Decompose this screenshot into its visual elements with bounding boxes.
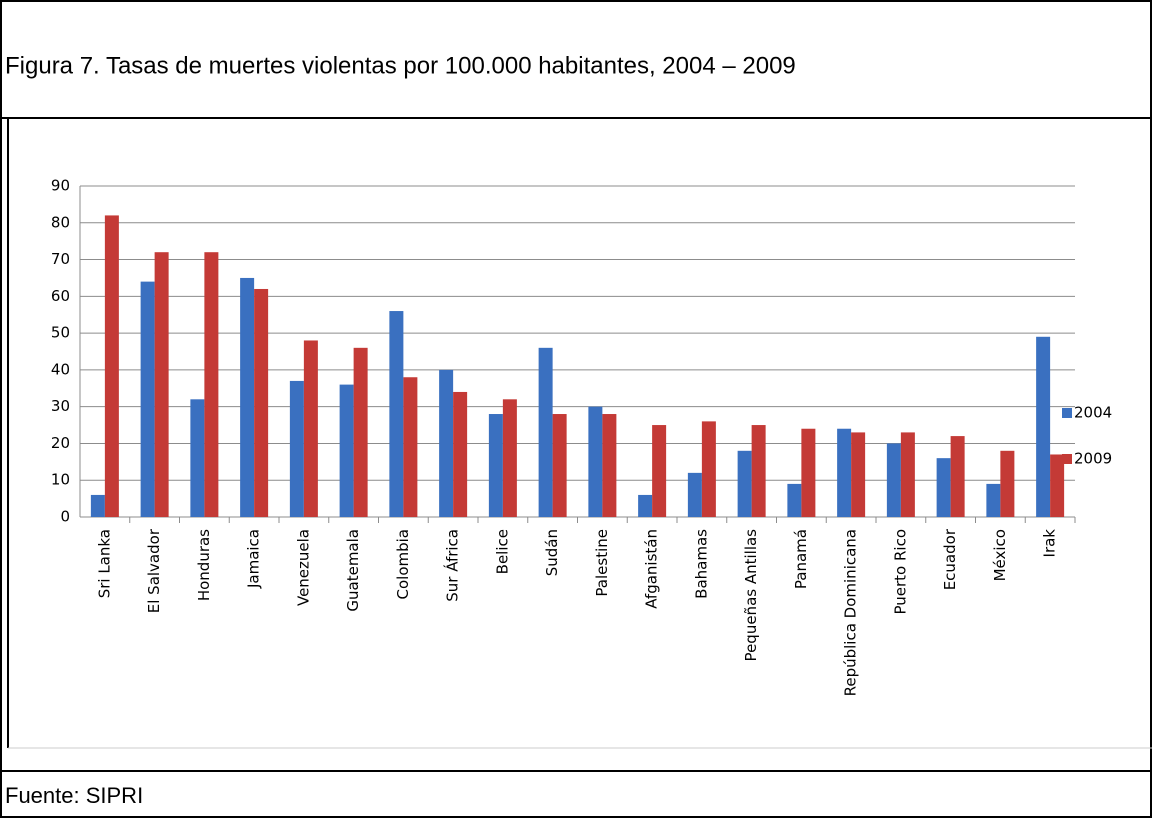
x-tick-label: El Salvador (145, 528, 163, 613)
bar (453, 391, 468, 517)
bar (1050, 454, 1065, 517)
bar (787, 483, 802, 517)
y-tick-label: 50 (51, 324, 70, 342)
bar (900, 432, 915, 517)
bar (687, 472, 702, 517)
x-tick-label: Sur África (443, 529, 462, 602)
legend-label: 2004 (1074, 404, 1112, 422)
bar (538, 347, 553, 517)
y-tick-label: 10 (51, 471, 70, 489)
x-tick-label: Panamá (792, 529, 810, 589)
x-tick-label: Pequeñas Antillas (742, 529, 760, 662)
source: Fuente: SIPRI (5, 783, 143, 808)
bar (254, 288, 269, 517)
y-tick-label: 70 (51, 250, 70, 268)
y-tick-label: 80 (51, 213, 70, 231)
y-tick-label: 30 (51, 397, 70, 415)
bar (240, 277, 255, 517)
y-tick-label: 60 (51, 287, 70, 305)
y-tick-label: 20 (51, 434, 70, 452)
bar (204, 252, 219, 517)
bar (1000, 450, 1015, 517)
bar (439, 369, 454, 517)
chart-title: Figura 7. Tasas de muertes violentas por… (5, 52, 796, 79)
bar (851, 432, 866, 517)
y-tick-label: 40 (51, 360, 70, 378)
x-tick-label: Bahamas (692, 529, 710, 599)
y-tick-label: 0 (60, 508, 70, 526)
x-tick-label: Palestine (593, 529, 611, 597)
x-tick-label: Sri Lanka (95, 529, 113, 598)
bar (886, 443, 901, 517)
bar (403, 377, 418, 517)
bar (140, 281, 155, 517)
bar (154, 252, 169, 517)
bar (303, 340, 318, 517)
x-tick-label: Venezuela (294, 529, 312, 606)
bar (289, 380, 304, 517)
bar (104, 215, 119, 517)
bar (950, 436, 965, 517)
bar (353, 347, 368, 517)
bar (751, 425, 766, 517)
x-tick-label: Sudán (543, 529, 561, 576)
x-tick-label: México (991, 529, 1009, 581)
x-tick-label: Colombia (394, 529, 412, 600)
bar (602, 414, 617, 517)
bar (1036, 336, 1051, 517)
bar (488, 414, 503, 517)
bar (837, 428, 852, 517)
bar (502, 399, 517, 517)
x-tick-label: República Dominicana (842, 529, 860, 696)
bar (638, 494, 653, 517)
x-tick-label: Guatemala (344, 529, 362, 612)
bar (588, 406, 603, 517)
bar (552, 414, 567, 517)
bar (986, 483, 1001, 517)
x-tick-label: Puerto Rico (891, 529, 909, 615)
bar (339, 384, 354, 517)
x-tick-label: Afganistán (643, 529, 661, 609)
x-tick-label: Honduras (195, 529, 213, 601)
bar (936, 458, 951, 517)
legend-swatch (1062, 408, 1072, 418)
x-tick-label: Irak (1041, 529, 1059, 558)
bar (801, 428, 816, 517)
bar (652, 425, 667, 517)
bar (190, 399, 205, 517)
y-tick-label: 90 (51, 177, 70, 195)
x-tick-label: Belice (493, 529, 511, 574)
bar (389, 311, 404, 517)
x-tick-label: Jamaica (245, 529, 263, 589)
legend-swatch (1062, 454, 1072, 464)
x-tick-label: Ecuador (941, 528, 959, 590)
bar (701, 421, 716, 517)
legend-label: 2009 (1074, 450, 1112, 468)
bar (737, 450, 752, 517)
bar (90, 494, 105, 517)
